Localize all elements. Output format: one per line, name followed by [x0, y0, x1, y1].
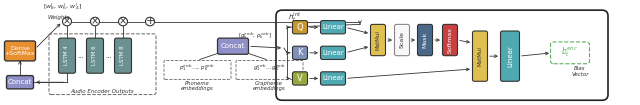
Text: $[w_8^l,\,w_6^l,\,w_4^l]$: $[w_8^l,\,w_6^l,\,w_4^l]$ — [42, 1, 81, 12]
Text: Weights: Weights — [47, 15, 69, 20]
Text: K: K — [297, 48, 303, 57]
Text: Linear: Linear — [507, 45, 513, 67]
Text: MatMul: MatMul — [376, 30, 381, 50]
FancyBboxPatch shape — [371, 24, 385, 56]
FancyBboxPatch shape — [6, 76, 33, 89]
Text: Linear: Linear — [322, 50, 344, 56]
Text: LSTM 6: LSTM 6 — [93, 46, 97, 66]
Circle shape — [63, 17, 72, 26]
FancyBboxPatch shape — [500, 31, 520, 81]
Text: $b_t^{enc}$: $b_t^{enc}$ — [561, 45, 579, 59]
FancyBboxPatch shape — [321, 46, 346, 59]
FancyBboxPatch shape — [292, 46, 307, 59]
FancyBboxPatch shape — [58, 38, 76, 73]
Text: $h_t^{int}$: $h_t^{int}$ — [288, 11, 301, 24]
FancyBboxPatch shape — [218, 38, 248, 54]
Text: ...: ... — [77, 53, 84, 59]
Text: Concat: Concat — [8, 79, 32, 85]
FancyBboxPatch shape — [321, 21, 346, 34]
FancyBboxPatch shape — [292, 21, 307, 34]
FancyBboxPatch shape — [292, 72, 307, 85]
Text: Scale: Scale — [399, 32, 404, 49]
Text: MatMul: MatMul — [477, 46, 483, 66]
Text: ×: × — [119, 16, 127, 26]
FancyBboxPatch shape — [86, 38, 104, 73]
Text: $p_1^{emb}\ldots,\,p_K^{emb}$: $p_1^{emb}\ldots,\,p_K^{emb}$ — [179, 63, 215, 73]
FancyBboxPatch shape — [4, 41, 35, 61]
Text: Audio Encoder Outputs: Audio Encoder Outputs — [70, 89, 134, 94]
Text: Mask: Mask — [422, 32, 428, 48]
Text: Grapheme
embeddings: Grapheme embeddings — [253, 81, 285, 91]
Circle shape — [118, 17, 127, 26]
FancyBboxPatch shape — [115, 38, 131, 73]
Text: ...: ... — [106, 53, 113, 59]
Text: Q: Q — [297, 23, 303, 32]
Text: ×: × — [63, 16, 71, 26]
Text: +: + — [145, 16, 155, 26]
FancyBboxPatch shape — [417, 24, 433, 56]
Text: LSTM 8: LSTM 8 — [120, 46, 125, 66]
Text: Dense
+SoftMax: Dense +SoftMax — [4, 46, 35, 56]
Text: Concat: Concat — [221, 43, 245, 49]
Text: V: V — [297, 74, 303, 83]
Text: $g_1^{emb}\ldots\,g_K^{emb}$: $g_1^{emb}\ldots\,g_K^{emb}$ — [253, 63, 285, 73]
Text: Softmax: Softmax — [447, 27, 452, 53]
FancyBboxPatch shape — [321, 72, 346, 85]
Text: Linear: Linear — [322, 75, 344, 81]
Text: Bias
Vector: Bias Vector — [572, 66, 589, 77]
Text: $[g_k^{emb},\,p_k^{cmb}]$: $[g_k^{emb},\,p_k^{cmb}]$ — [238, 30, 272, 41]
Circle shape — [90, 17, 99, 26]
Circle shape — [145, 17, 154, 26]
Text: ×: × — [91, 16, 99, 26]
Text: LSTM 4: LSTM 4 — [65, 46, 70, 66]
FancyBboxPatch shape — [394, 24, 410, 56]
Text: Phoneme
embeddings: Phoneme embeddings — [180, 81, 213, 91]
Text: Linear: Linear — [322, 24, 344, 30]
FancyBboxPatch shape — [472, 31, 488, 81]
FancyBboxPatch shape — [442, 24, 458, 56]
